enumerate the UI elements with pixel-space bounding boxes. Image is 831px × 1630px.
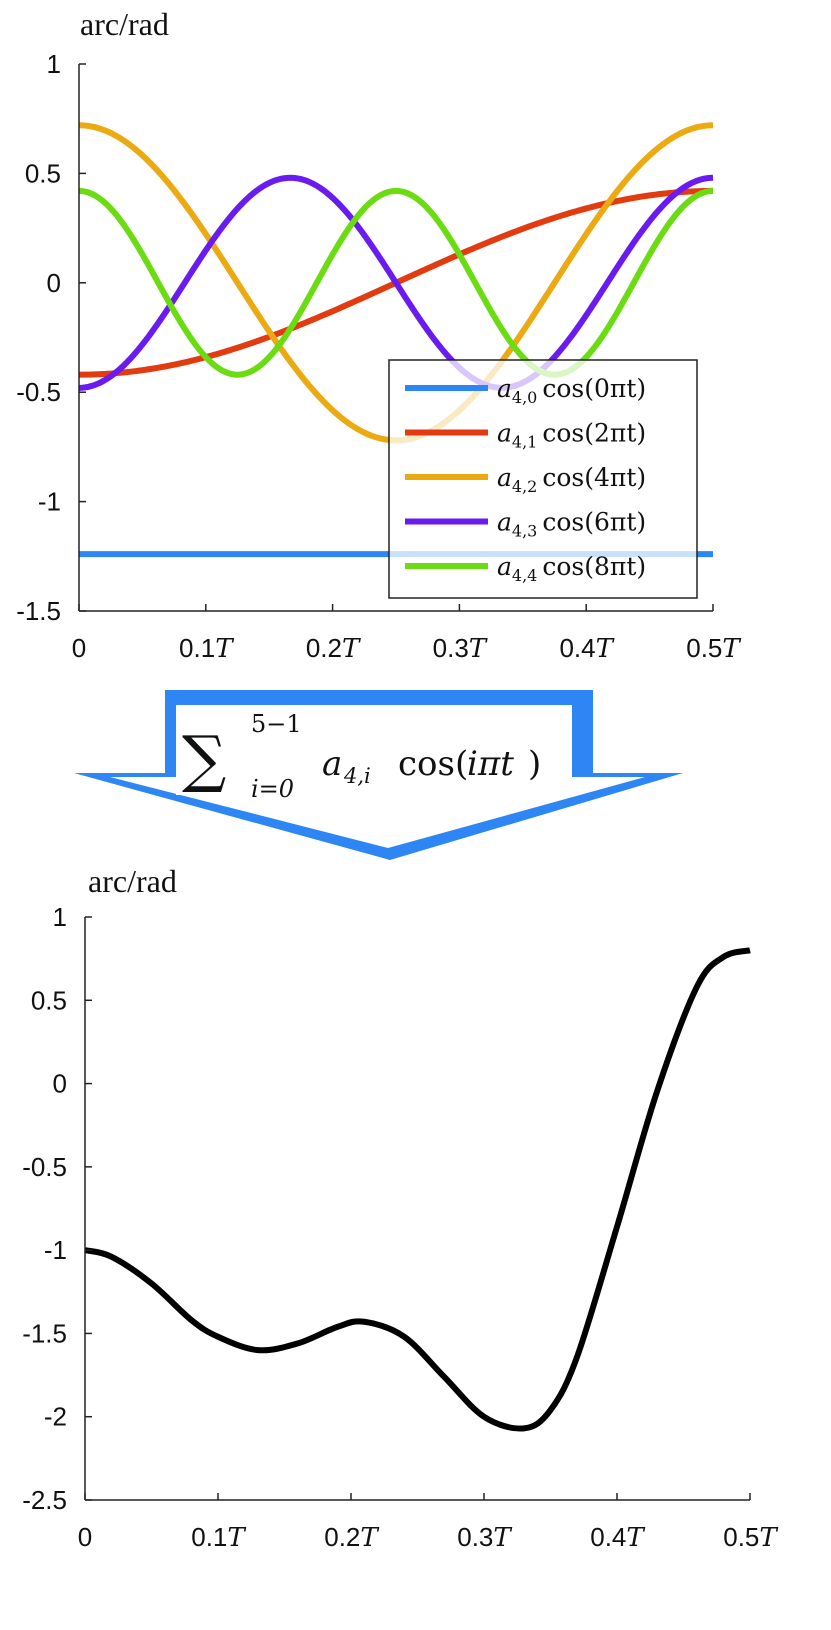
sum-chart: arc/rad 10.50-0.5-1-1.5-2-2.50 0.1T 0.2T 0.… xyxy=(22,863,778,1553)
series-line-4 xyxy=(78,187,714,378)
legend-subscript: 4,4 xyxy=(512,566,537,585)
legend-coef: a xyxy=(497,552,512,581)
legend-label: a4,4 cos(8πt) xyxy=(497,552,646,585)
legend-function: cos(4πt) xyxy=(542,463,646,492)
y-tick-label: 1 xyxy=(47,49,61,79)
x-tick-number: 0.3 xyxy=(457,1522,493,1552)
series-line-3 xyxy=(78,174,714,391)
sum-upper-limit: 5−1 xyxy=(251,710,302,738)
x-tick-number: 0.1 xyxy=(191,1522,227,1552)
y-tick-label: -2.5 xyxy=(22,1485,67,1515)
legend-label: a4,2 cos(4πt) xyxy=(497,463,646,496)
legend-coef: a xyxy=(497,419,512,448)
x-tick-unit: T xyxy=(469,634,488,664)
x-tick-number: 0.4 xyxy=(559,633,595,663)
x-tick-label: 0.1T xyxy=(191,1522,246,1553)
y-tick-label: -1 xyxy=(44,1235,67,1265)
legend-label: a4,1 cos(2πt) xyxy=(497,419,646,452)
components-chart: arc/rad 10.50-0.5-1-1.50 0.1T 0.2T 0.3T 0.4T… xyxy=(16,6,741,664)
y-tick-label: 1 xyxy=(53,902,67,932)
legend-label: a4,3 cos(6πt) xyxy=(497,508,646,541)
term-subscript: 4,i xyxy=(343,764,371,788)
x-tick-label: 0.2T xyxy=(306,633,361,664)
y-tick-label: -0.5 xyxy=(22,1152,67,1182)
legend-function: cos(8πt) xyxy=(542,552,646,581)
x-tick-number: 0.2 xyxy=(324,1522,360,1552)
x-tick-label: 0.5T xyxy=(723,1522,778,1553)
x-tick-label: 0.3T xyxy=(457,1522,512,1553)
term-coefficient: a xyxy=(322,744,342,784)
legend-coef: a xyxy=(497,374,512,403)
legend-function: cos(6πt) xyxy=(542,508,646,537)
x-tick-unit: T xyxy=(596,634,615,664)
legend-label: a4,0 cos(0πt) xyxy=(497,374,646,407)
x-tick-label: 0 xyxy=(72,633,86,663)
y-tick-label: -1 xyxy=(38,487,61,517)
x-tick-unit: T xyxy=(215,634,234,664)
term-function: cos( xyxy=(398,744,468,784)
legend-function: cos(0πt) xyxy=(542,374,646,403)
y-tick-label: 0 xyxy=(53,1069,67,1099)
x-tick-label: 0.2T xyxy=(324,1522,379,1553)
chart2-ylabel: arc/rad xyxy=(88,863,177,899)
sum-formula: ∑ 5−1 i=0 a 4,i cos( iπt ) xyxy=(182,710,541,803)
x-tick-label: 0.1T xyxy=(179,633,234,664)
legend-subscript: 4,2 xyxy=(512,477,537,496)
x-tick-unit: T xyxy=(360,1523,379,1553)
y-tick-label: -2 xyxy=(44,1402,67,1432)
legend-coef: a xyxy=(497,463,512,492)
x-tick-label: 0.5T xyxy=(686,633,741,664)
x-tick-label: 0 xyxy=(78,1522,92,1552)
x-tick-unit: T xyxy=(759,1523,778,1553)
y-tick-label: 0.5 xyxy=(25,158,61,188)
chart2-curves xyxy=(84,947,751,1432)
x-tick-unit: T xyxy=(493,1523,512,1553)
y-tick-label: -1.5 xyxy=(22,1318,67,1348)
chart1-axes: 10.50-0.5-1-1.50 0.1T 0.2T 0.3T 0.4T 0.5T xyxy=(16,49,741,664)
x-tick-number: 0.5 xyxy=(686,633,722,663)
chart1-ylabel: arc/rad xyxy=(80,6,169,42)
x-tick-number: 0.2 xyxy=(306,633,342,663)
sum-series-line xyxy=(84,947,751,1432)
x-tick-label: 0.4T xyxy=(590,1522,645,1553)
arrow-band xyxy=(165,690,593,775)
x-tick-number: 0.3 xyxy=(433,633,469,663)
x-tick-number: 0.4 xyxy=(590,1522,626,1552)
y-tick-label: 0.5 xyxy=(31,985,67,1015)
legend-function: cos(2πt) xyxy=(542,419,646,448)
legend-subscript: 4,1 xyxy=(512,433,537,452)
x-tick-unit: T xyxy=(626,1523,645,1553)
x-tick-label: 0.4T xyxy=(559,633,614,664)
term-argument: iπt xyxy=(467,744,514,784)
chart1-legend: a4,0 cos(0πt)a4,1 cos(2πt)a4,2 cos(4πt)a4,3… xyxy=(388,359,698,599)
x-tick-unit: T xyxy=(342,634,361,664)
term-close: ) xyxy=(528,744,541,784)
x-tick-number: 0.1 xyxy=(179,633,215,663)
y-tick-label: -0.5 xyxy=(16,377,61,407)
x-tick-number: 0.5 xyxy=(723,1522,759,1552)
x-tick-label: 0.3T xyxy=(433,633,488,664)
y-tick-label: 0 xyxy=(47,268,61,298)
sum-lower-limit: i=0 xyxy=(251,775,294,803)
legend-subscript: 4,3 xyxy=(512,522,537,541)
legend-subscript: 4,0 xyxy=(512,388,537,407)
x-tick-number: 0 xyxy=(72,633,86,663)
legend-coef: a xyxy=(497,508,512,537)
chart2-axes: 10.50-0.5-1-1.5-2-2.50 0.1T 0.2T 0.3T 0.4T 0.… xyxy=(22,902,778,1553)
x-tick-unit: T xyxy=(722,634,741,664)
sum-symbol: ∑ xyxy=(182,722,226,795)
x-tick-number: 0 xyxy=(78,1522,92,1552)
y-tick-label: -1.5 xyxy=(16,596,61,626)
summation-arrow: ∑ 5−1 i=0 a 4,i cos( iπt ) xyxy=(74,690,683,860)
x-tick-unit: T xyxy=(227,1523,246,1553)
